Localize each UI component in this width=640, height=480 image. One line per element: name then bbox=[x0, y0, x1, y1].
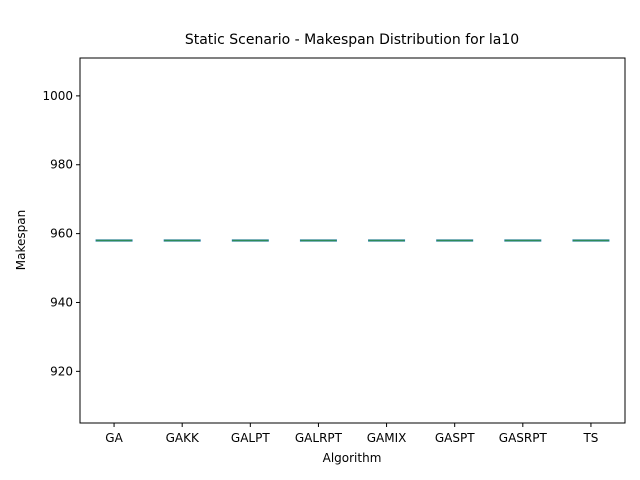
x-tick-label: GA bbox=[105, 431, 123, 445]
x-axis: GA GAKK GALPT GALRPT GAMIX GASPT GASRPT TS bbox=[105, 423, 598, 445]
y-tick-label: 960 bbox=[50, 227, 73, 241]
y-tick-label: 920 bbox=[50, 364, 73, 378]
chart-title: Static Scenario - Makespan Distribution … bbox=[185, 32, 519, 48]
y-tick-label: 1000 bbox=[42, 89, 73, 103]
x-tick-label: GALRPT bbox=[295, 431, 343, 445]
x-tick-label: GAKK bbox=[166, 431, 200, 445]
x-tick-label: GASPT bbox=[435, 431, 475, 445]
x-tick-label: TS bbox=[582, 431, 598, 445]
y-axis: 920 940 960 980 1000 bbox=[42, 89, 80, 378]
box-series bbox=[95, 239, 610, 242]
x-axis-label: Algorithm bbox=[323, 451, 382, 465]
y-tick-label: 980 bbox=[50, 158, 73, 172]
x-tick-label: GALPT bbox=[231, 431, 270, 445]
x-tick-label: GASRPT bbox=[499, 431, 548, 445]
y-tick-label: 940 bbox=[50, 295, 73, 309]
x-tick-label: GAMIX bbox=[367, 431, 407, 445]
plot-area bbox=[79, 57, 626, 424]
y-axis-label: Makespan bbox=[14, 210, 28, 270]
